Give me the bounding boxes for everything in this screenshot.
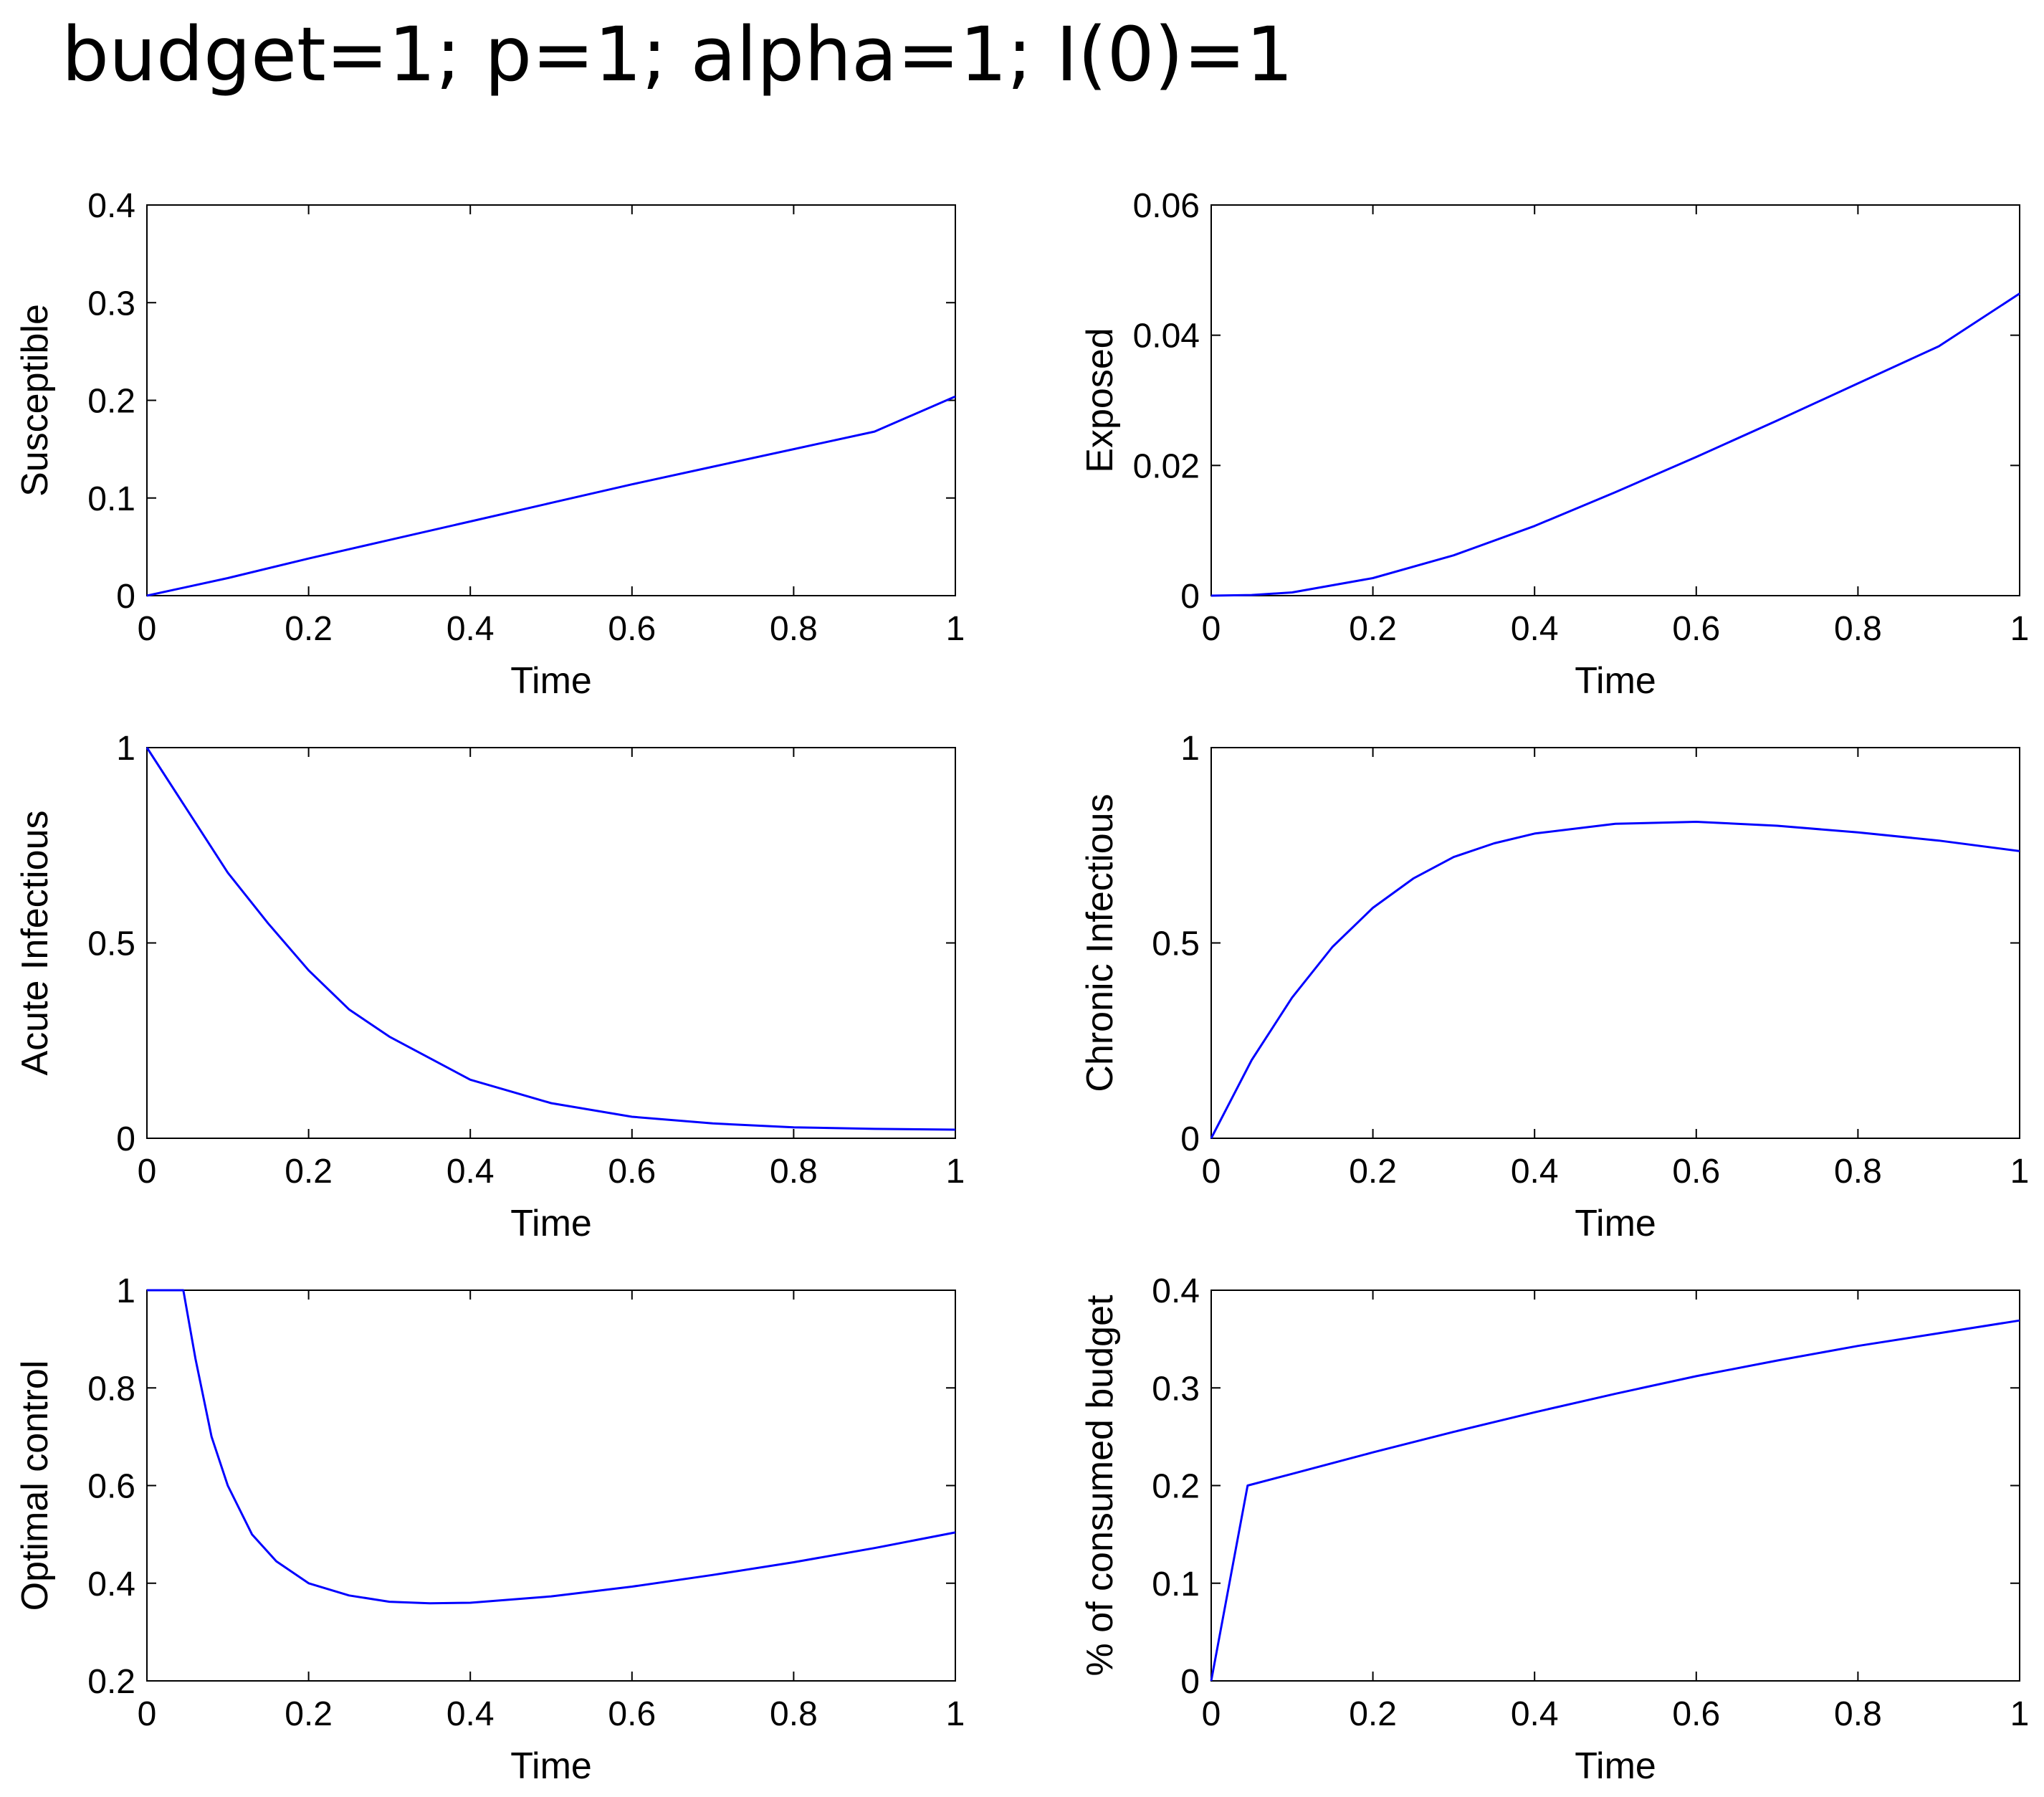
- x-tick-label: 1: [2010, 1153, 2030, 1191]
- y-tick-label: 0.04: [1133, 318, 1200, 356]
- x-tick-label: 0: [1202, 610, 1221, 648]
- y-tick-label: 0.4: [87, 1565, 135, 1603]
- y-axis-label: Acute Infectious: [14, 811, 56, 1076]
- figure-title: budget=1; p=1; alpha=1; I(0)=1: [62, 11, 1294, 98]
- series-line: [1210, 821, 2020, 1139]
- x-tick-label: 0.8: [1834, 1153, 1882, 1191]
- x-tick-label: 0.8: [770, 1695, 818, 1733]
- x-axis-label: Time: [510, 1203, 592, 1244]
- y-axis-label: Optimal control: [14, 1360, 56, 1611]
- x-tick-label: 0.2: [1349, 610, 1397, 648]
- y-tick-label: 0.2: [87, 1663, 135, 1701]
- x-tick-label: 0: [1202, 1695, 1221, 1733]
- y-tick-label: 0: [1180, 1663, 1200, 1701]
- series-line: [1210, 1319, 2020, 1682]
- x-tick-label: 0.4: [446, 1695, 495, 1733]
- x-tick-label: 0.2: [1349, 1695, 1397, 1733]
- x-tick-label: 0.4: [446, 1153, 495, 1191]
- x-tick-label: 0: [138, 1153, 157, 1191]
- y-tick-label: 0.06: [1133, 187, 1200, 225]
- y-tick-label: 0: [116, 578, 135, 616]
- x-tick-label: 1: [2010, 1695, 2030, 1733]
- y-tick-label: 0.2: [87, 383, 135, 421]
- subplot-2: 0 0.2 0.4 0.6 0.8 1 0 0.02 0.04 0.06 Time Exposed: [1079, 187, 2029, 702]
- x-tick-label: 0: [138, 610, 157, 648]
- x-tick-label: 0.6: [1672, 1153, 1720, 1191]
- subplot-grid: 0 0.2 0.4 0.6 0.8 100.10.20.30.4TimeSusceptib…: [14, 187, 2029, 1787]
- x-tick-label: 0.4: [446, 610, 495, 648]
- x-axis-label: Time: [510, 660, 592, 702]
- y-tick-label: 0.2: [1152, 1468, 1200, 1506]
- series-line: [1210, 292, 2020, 597]
- x-tick-label: 0.2: [1349, 1153, 1397, 1191]
- x-tick-label: 0.8: [1834, 1695, 1882, 1733]
- x-tick-label: 0.2: [285, 1153, 333, 1191]
- y-axis-label: Chronic Infectious: [1079, 793, 1121, 1092]
- y-axis-label: % of consumed budget: [1079, 1295, 1121, 1676]
- x-tick-label: 1: [946, 1695, 965, 1733]
- y-tick-label: 0.3: [1152, 1370, 1200, 1408]
- x-tick-label: 0.6: [1672, 610, 1720, 648]
- y-tick-label: 0.02: [1133, 447, 1200, 485]
- plot-area: [1210, 204, 2020, 596]
- x-axis-label: Time: [1575, 1745, 1656, 1787]
- y-tick-label: 1: [116, 730, 135, 768]
- x-tick-label: 0.6: [1672, 1695, 1720, 1733]
- plot-area: [1210, 747, 2020, 1139]
- y-tick-label: 0.1: [1152, 1565, 1200, 1603]
- y-tick-label: 0.8: [87, 1370, 135, 1408]
- x-tick-label: 0.6: [608, 1153, 656, 1191]
- x-tick-label: 0: [138, 1695, 157, 1733]
- y-tick-label: 0.4: [1152, 1272, 1200, 1310]
- x-tick-label: 0.8: [770, 610, 818, 648]
- x-tick-label: 0.4: [1511, 610, 1559, 648]
- y-tick-label: 0.6: [87, 1468, 135, 1506]
- y-tick-label: 0.3: [87, 285, 135, 323]
- y-tick-label: 0.1: [87, 480, 135, 518]
- plot-area: [146, 1290, 956, 1682]
- y-tick-label: 0.4: [87, 187, 135, 225]
- y-axis-label: Susceptible: [14, 304, 56, 497]
- y-tick-label: 0.5: [87, 925, 135, 963]
- plot-area: [1210, 1290, 2020, 1682]
- y-tick-label: 0: [116, 1120, 135, 1158]
- x-tick-label: 1: [946, 1153, 965, 1191]
- series-line: [145, 747, 956, 1131]
- x-tick-label: 0.2: [285, 1695, 333, 1733]
- x-tick-label: 0.4: [1511, 1695, 1559, 1733]
- y-tick-label: 1: [1180, 730, 1200, 768]
- plot-area: [146, 747, 956, 1139]
- series-line: [147, 1289, 956, 1605]
- x-axis-label: Time: [1575, 660, 1656, 702]
- subplot-1: 0 0.2 0.4 0.6 0.8 1 0 0.1 0.2 0.3 0.4 Time Susceptib…: [14, 187, 965, 702]
- y-tick-label: 0: [1180, 578, 1200, 616]
- plot-area: [146, 204, 956, 596]
- x-tick-label: 0.8: [1834, 610, 1882, 648]
- subplot-3: 0 0.2 0.4 0.6 0.8 1 0 0.5 1 Time Acute Infectious: [14, 730, 965, 1244]
- x-tick-label: 0.6: [608, 610, 656, 648]
- x-tick-label: 0.2: [285, 610, 333, 648]
- subplot-6: 0 0.2 0.4 0.6 0.8 1 0 0.1 0.2 0.3 0.4 Time % of cons…: [1079, 1272, 2029, 1787]
- x-axis-label: Time: [1575, 1203, 1656, 1244]
- x-tick-label: 0.4: [1511, 1153, 1559, 1191]
- x-tick-label: 1: [2010, 610, 2030, 648]
- x-axis-label: Time: [510, 1745, 592, 1787]
- series-line: [146, 395, 956, 597]
- y-tick-label: 1: [116, 1272, 135, 1310]
- y-tick-label: 0: [1180, 1120, 1200, 1158]
- x-tick-label: 0.8: [770, 1153, 818, 1191]
- x-tick-label: 1: [946, 610, 965, 648]
- y-axis-label: Exposed: [1079, 328, 1121, 472]
- x-tick-label: 0.6: [608, 1695, 656, 1733]
- subplot-4: 0 0.2 0.4 0.6 0.8 1 0 0.5 1 Time Chronic Infectiou…: [1079, 730, 2029, 1244]
- x-tick-label: 0: [1202, 1153, 1221, 1191]
- y-tick-label: 0.5: [1152, 925, 1200, 963]
